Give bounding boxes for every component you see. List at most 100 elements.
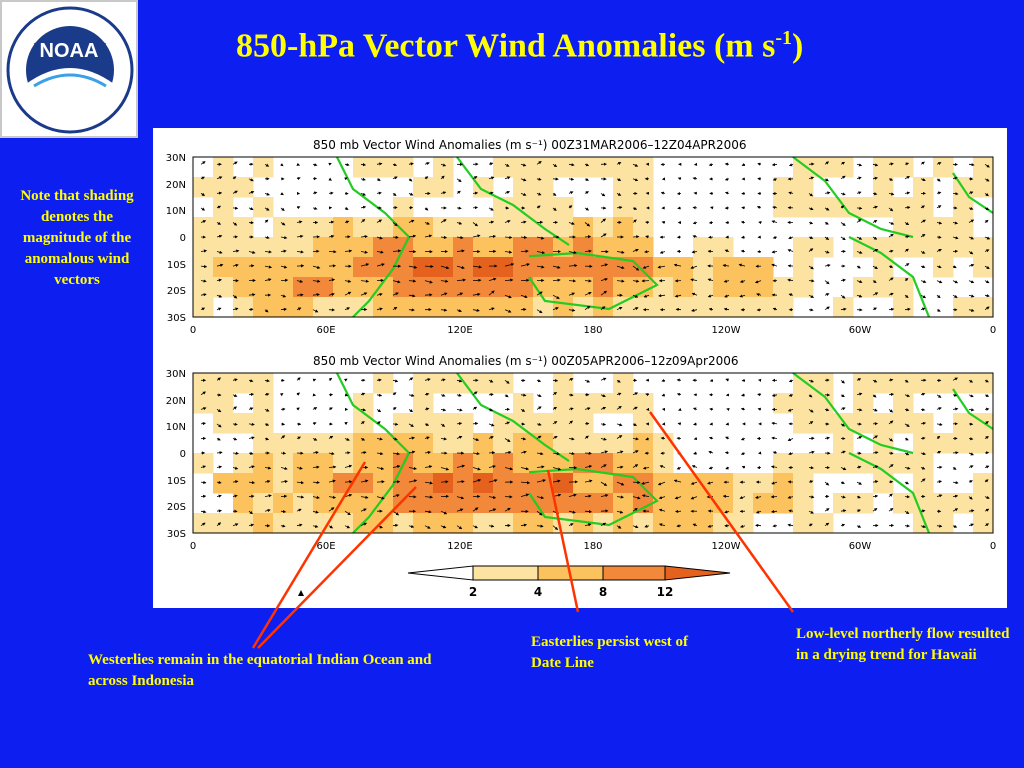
wind-vector [440,393,446,397]
wind-vector [232,176,237,180]
wind-vector [584,494,592,498]
wind-vector [920,524,926,528]
wind-vector [616,379,621,383]
shading-cell [493,433,514,454]
shading-cell [973,237,994,258]
wind-vector [376,177,381,181]
wind-vector [280,278,289,282]
shading-cell [433,217,454,238]
wind-vector [872,508,878,512]
wind-vector [808,265,814,270]
shading-cell [293,493,314,514]
shading-cell [413,473,434,494]
wind-vector [568,205,573,209]
wind-vector [536,394,542,397]
wind-vector [600,522,607,527]
wind-vector [600,290,608,296]
shading-cell [773,277,794,298]
wind-vector [632,248,639,252]
wind-vector [424,407,430,411]
wind-vector [616,423,623,427]
wind-vector [200,176,205,180]
shading-cell [813,453,834,474]
shading-cell [413,217,434,238]
wind-vector [616,525,622,529]
wind-vector [888,392,895,397]
shading-cell [553,257,574,278]
wind-vector [632,423,638,426]
wind-vector [584,222,591,227]
shading-cell [213,217,234,238]
shading-cell [773,393,794,414]
wind-vector [872,192,878,196]
wind-vector [936,162,942,166]
shading-cell [813,373,834,394]
coastline [792,372,914,455]
wind-vector [216,234,223,238]
wind-vector [808,409,814,413]
shading-cell [673,473,694,494]
shading-cell [273,257,294,278]
wind-vector [808,176,815,180]
wind-vector [552,378,559,383]
shading-cell [853,277,874,298]
wind-vector [723,307,730,311]
wind-vector [888,292,894,296]
wind-vector [632,219,637,223]
wind-vector [344,177,348,181]
wind-vector [888,378,894,382]
shading-cell [653,453,674,474]
wind-vector [200,391,206,396]
wind-vector [264,437,270,441]
wind-vector [216,250,223,254]
wind-vector [692,407,698,411]
wind-vector [968,408,975,412]
wind-vector [952,524,958,528]
shading-cell [933,237,954,258]
wind-vector [722,263,730,268]
wind-vector [584,279,592,283]
wind-vector [392,206,398,210]
wind-vector [408,206,414,210]
colorbar-high-triangle [664,565,731,581]
shading-cell [473,277,494,298]
wind-vector [520,192,527,196]
wind-vector [920,279,927,283]
xtick: 0 [190,541,196,552]
shading-cell [453,217,474,238]
shading-cell [913,433,934,454]
wind-vector [520,437,527,441]
wind-vector [678,407,682,411]
shading-cell [413,433,434,454]
wind-vector [376,292,383,297]
wind-vector [472,478,482,483]
wind-vector [200,192,206,196]
wind-vector [568,264,578,268]
shading-cell [553,373,574,394]
wind-vector [232,523,239,527]
wind-vector [888,480,894,484]
shading-cell [593,217,614,238]
wind-vector [280,435,286,439]
wind-vector [504,450,512,455]
shading-cell [673,257,694,278]
xtick: 120W [712,325,741,336]
wind-vector [984,236,991,240]
wind-vector [280,265,288,269]
shading-cell [193,177,214,198]
wind-vector [232,466,239,470]
xtick: 0 [990,541,996,552]
shading-cell [213,197,234,218]
wind-vector [808,207,814,211]
wind-vector [600,263,609,267]
wind-vector [536,422,542,426]
wind-vector [632,178,639,182]
wind-vector [456,235,464,240]
wind-vector [424,207,429,211]
wind-vector [788,379,794,383]
wind-vector [984,523,990,527]
shading-cell [573,217,594,238]
wind-vector [472,507,479,512]
wind-vector [677,177,682,181]
wind-vector [936,524,943,528]
